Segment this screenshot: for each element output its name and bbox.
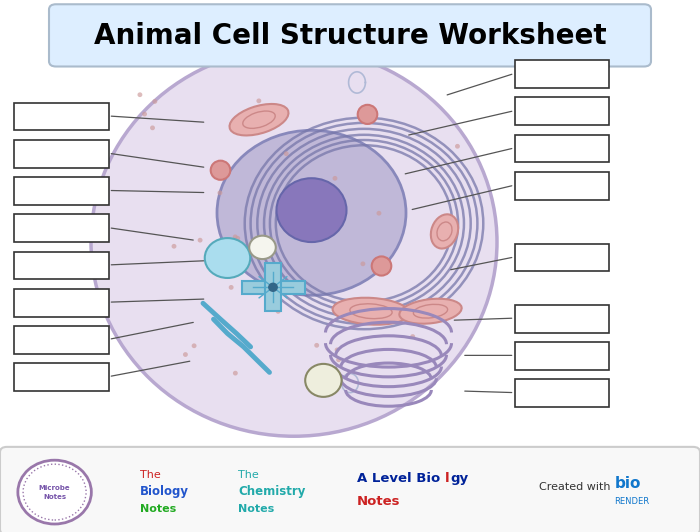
Ellipse shape [233, 235, 238, 239]
Ellipse shape [235, 236, 240, 240]
Ellipse shape [358, 105, 377, 124]
FancyBboxPatch shape [514, 342, 609, 370]
Text: A Level Bio: A Level Bio [357, 472, 440, 485]
Ellipse shape [400, 299, 461, 323]
FancyBboxPatch shape [49, 4, 651, 66]
Ellipse shape [377, 211, 382, 215]
Ellipse shape [332, 298, 410, 325]
Ellipse shape [314, 343, 319, 348]
Ellipse shape [335, 347, 339, 352]
FancyBboxPatch shape [514, 97, 609, 125]
Ellipse shape [142, 112, 147, 117]
Ellipse shape [230, 104, 288, 136]
Text: bio: bio [615, 476, 641, 491]
Ellipse shape [183, 352, 188, 357]
Ellipse shape [276, 309, 281, 314]
Ellipse shape [336, 358, 341, 362]
Text: Chemistry: Chemistry [238, 485, 305, 498]
Ellipse shape [276, 178, 346, 242]
Ellipse shape [172, 244, 176, 248]
Ellipse shape [211, 161, 230, 180]
Ellipse shape [91, 48, 497, 436]
Ellipse shape [332, 176, 337, 181]
Ellipse shape [18, 460, 91, 524]
FancyBboxPatch shape [14, 177, 108, 205]
Bar [241, 281, 304, 294]
Ellipse shape [204, 238, 251, 278]
Ellipse shape [360, 261, 365, 266]
Ellipse shape [284, 151, 288, 156]
Text: Notes: Notes [140, 504, 176, 513]
FancyBboxPatch shape [14, 326, 108, 354]
Ellipse shape [218, 190, 223, 195]
FancyBboxPatch shape [14, 214, 108, 242]
Ellipse shape [192, 343, 197, 348]
FancyBboxPatch shape [14, 140, 108, 168]
FancyBboxPatch shape [514, 244, 609, 271]
Ellipse shape [137, 93, 142, 97]
Bar [265, 263, 281, 311]
FancyBboxPatch shape [514, 305, 609, 332]
Text: Notes: Notes [43, 494, 66, 501]
FancyBboxPatch shape [514, 135, 609, 162]
Ellipse shape [153, 99, 158, 104]
Ellipse shape [233, 371, 238, 376]
FancyBboxPatch shape [14, 363, 108, 391]
Ellipse shape [372, 256, 391, 276]
Text: The: The [238, 470, 259, 479]
Ellipse shape [150, 126, 155, 130]
Ellipse shape [229, 285, 234, 290]
Text: Animal Cell Structure Worksheet: Animal Cell Structure Worksheet [94, 22, 606, 49]
Ellipse shape [330, 387, 335, 392]
FancyBboxPatch shape [14, 103, 108, 130]
Text: The: The [140, 470, 161, 479]
Ellipse shape [410, 334, 415, 339]
Text: Microbe: Microbe [38, 485, 71, 492]
Text: gy: gy [450, 472, 468, 485]
FancyBboxPatch shape [514, 172, 609, 200]
Ellipse shape [269, 283, 277, 292]
Ellipse shape [256, 98, 261, 103]
Ellipse shape [249, 236, 276, 259]
Text: Notes: Notes [357, 495, 400, 508]
FancyBboxPatch shape [14, 252, 108, 279]
Text: l: l [444, 472, 449, 485]
Ellipse shape [455, 144, 460, 148]
FancyBboxPatch shape [514, 379, 609, 407]
Text: Created with: Created with [539, 482, 610, 492]
Text: RENDER: RENDER [615, 497, 650, 505]
Ellipse shape [197, 238, 202, 243]
Text: Notes: Notes [238, 504, 274, 513]
FancyBboxPatch shape [514, 60, 609, 88]
Text: Biology: Biology [140, 485, 189, 498]
Ellipse shape [305, 364, 342, 397]
Ellipse shape [430, 214, 458, 248]
Ellipse shape [217, 130, 406, 295]
FancyBboxPatch shape [0, 447, 700, 532]
FancyBboxPatch shape [14, 289, 108, 317]
